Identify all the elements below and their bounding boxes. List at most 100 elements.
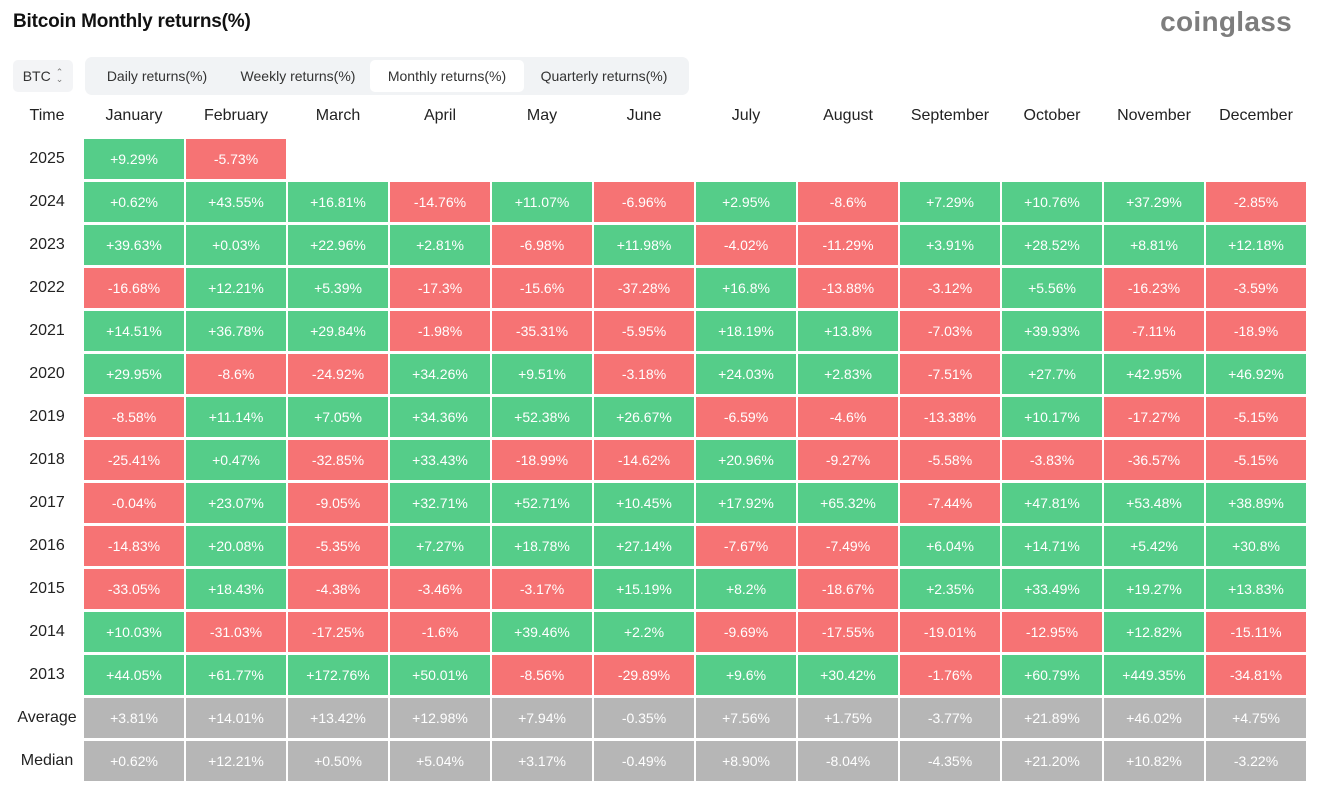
return-cell: +8.2%	[696, 569, 796, 609]
return-cell: -19.01%	[900, 612, 1000, 652]
return-cell: -14.76%	[390, 182, 490, 222]
year-label: 2022	[29, 279, 65, 296]
return-cell: +6.04%	[900, 526, 1000, 566]
return-cell: +33.49%	[1002, 569, 1102, 609]
return-cell: +20.96%	[696, 440, 796, 480]
return-cell: -14.83%	[84, 526, 184, 566]
return-cell: -3.18%	[594, 354, 694, 394]
return-cell: -34.81%	[1206, 655, 1306, 695]
return-cell: -17.3%	[390, 268, 490, 308]
return-cell: +18.19%	[696, 311, 796, 351]
return-cell: -6.59%	[696, 397, 796, 437]
return-cell: +0.03%	[186, 225, 286, 265]
return-cell: +2.35%	[900, 569, 1000, 609]
asset-select[interactable]: BTC ⌃ ⌄	[13, 60, 73, 92]
year-label: 2023	[29, 236, 65, 253]
stat-label-average: Average	[17, 709, 77, 726]
return-cell: +28.52%	[1002, 225, 1102, 265]
return-cell: +29.84%	[288, 311, 388, 351]
return-cell: +16.8%	[696, 268, 796, 308]
return-cell: +60.79%	[1002, 655, 1102, 695]
stat-cell: +13.42%	[288, 698, 388, 738]
return-cell: +12.21%	[186, 268, 286, 308]
return-cell: -15.6%	[492, 268, 592, 308]
return-cell: +37.29%	[1104, 182, 1204, 222]
return-cell: -1.6%	[390, 612, 490, 652]
return-cell: -35.31%	[492, 311, 592, 351]
return-cell: +8.81%	[1104, 225, 1204, 265]
month-header-june: June	[626, 107, 662, 124]
return-cell: +10.17%	[1002, 397, 1102, 437]
return-cell: +52.71%	[492, 483, 592, 523]
stat-label-median: Median	[20, 752, 74, 769]
return-cell: +7.27%	[390, 526, 490, 566]
return-cell: -1.98%	[390, 311, 490, 351]
return-cell: +10.03%	[84, 612, 184, 652]
return-cell: -29.89%	[594, 655, 694, 695]
return-cell: +10.45%	[594, 483, 694, 523]
return-cell: +39.63%	[84, 225, 184, 265]
stat-cell: -4.35%	[900, 741, 1000, 781]
return-cell: -1.76%	[900, 655, 1000, 695]
return-cell: -33.05%	[84, 569, 184, 609]
return-cell: -3.59%	[1206, 268, 1306, 308]
return-cell: -4.02%	[696, 225, 796, 265]
return-cell: +26.67%	[594, 397, 694, 437]
return-cell: -5.15%	[1206, 440, 1306, 480]
return-cell: +38.89%	[1206, 483, 1306, 523]
month-header-november: November	[1117, 107, 1191, 124]
return-cell: +11.07%	[492, 182, 592, 222]
stat-cell: +10.82%	[1104, 741, 1204, 781]
return-cell: -7.51%	[900, 354, 1000, 394]
return-cell: -7.44%	[900, 483, 1000, 523]
stat-cell: +3.17%	[492, 741, 592, 781]
brand-logo[interactable]: coinglass	[1160, 6, 1292, 37]
year-label: 2020	[29, 365, 65, 382]
return-cell: -6.96%	[594, 182, 694, 222]
stat-cell: -3.77%	[900, 698, 1000, 738]
stat-cell: +21.89%	[1002, 698, 1102, 738]
return-cell: +7.29%	[900, 182, 1000, 222]
return-cell: +5.42%	[1104, 526, 1204, 566]
return-cell: +11.14%	[186, 397, 286, 437]
stat-cell: +1.75%	[798, 698, 898, 738]
return-cell: -5.58%	[900, 440, 1000, 480]
return-cell: -3.83%	[1002, 440, 1102, 480]
return-cell: -9.05%	[288, 483, 388, 523]
year-label: 2021	[29, 322, 65, 339]
return-cell: -18.99%	[492, 440, 592, 480]
return-cell: -3.46%	[390, 569, 490, 609]
return-cell: +3.91%	[900, 225, 1000, 265]
month-header-january: January	[105, 107, 163, 124]
return-cell: +2.81%	[390, 225, 490, 265]
return-cell: +14.71%	[1002, 526, 1102, 566]
return-cell: +0.62%	[84, 182, 184, 222]
return-cell: +22.96%	[288, 225, 388, 265]
tab-quarterly-returns[interactable]: Quarterly returns(%)	[540, 68, 668, 84]
tab-weekly-returns[interactable]: Weekly returns(%)	[240, 68, 356, 84]
return-cell: +12.18%	[1206, 225, 1306, 265]
return-cell: +18.78%	[492, 526, 592, 566]
return-cell: -9.27%	[798, 440, 898, 480]
return-cell: +29.95%	[84, 354, 184, 394]
return-cell: -0.04%	[84, 483, 184, 523]
year-label: 2016	[29, 537, 65, 554]
year-label: 2025	[29, 150, 65, 167]
return-cell: -7.11%	[1104, 311, 1204, 351]
return-cell: -32.85%	[288, 440, 388, 480]
return-cell: -4.6%	[798, 397, 898, 437]
tab-monthly-returns[interactable]: Monthly returns(%)	[370, 60, 524, 92]
return-cell: -5.95%	[594, 311, 694, 351]
return-cell: +34.26%	[390, 354, 490, 394]
month-header-october: October	[1023, 107, 1081, 124]
tab-daily-returns[interactable]: Daily returns(%)	[106, 68, 208, 84]
stat-cell: -8.04%	[798, 741, 898, 781]
stat-cell: +4.75%	[1206, 698, 1306, 738]
return-cell: -3.17%	[492, 569, 592, 609]
return-cell: -18.67%	[798, 569, 898, 609]
return-cell: +9.51%	[492, 354, 592, 394]
stat-cell: +14.01%	[186, 698, 286, 738]
return-cell: +13.83%	[1206, 569, 1306, 609]
return-cell: +27.14%	[594, 526, 694, 566]
return-cell: +5.39%	[288, 268, 388, 308]
